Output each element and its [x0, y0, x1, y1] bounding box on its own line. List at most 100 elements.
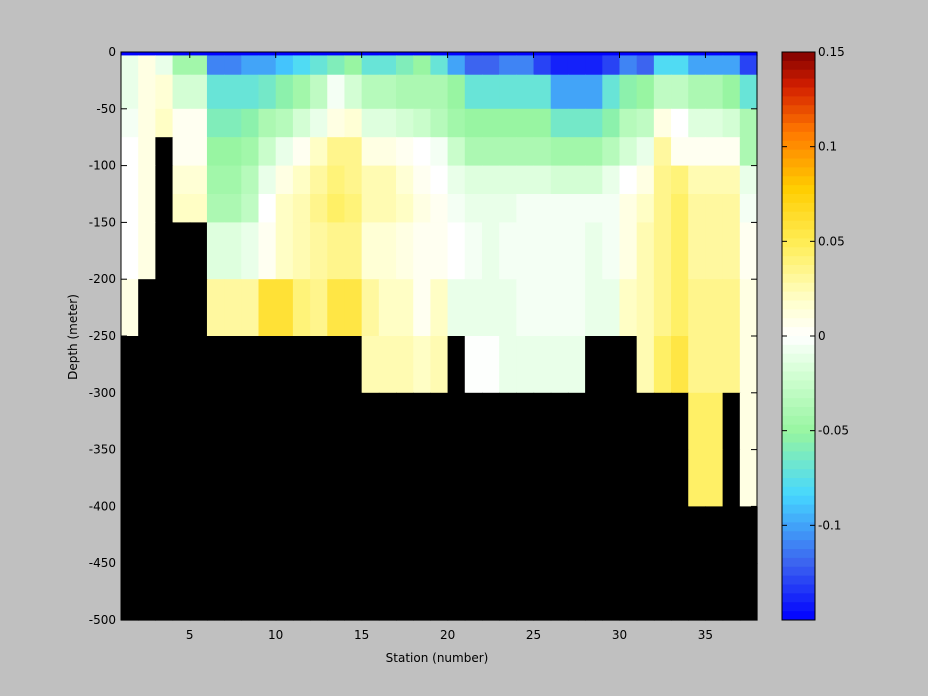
heatmap-cell [567, 108, 586, 138]
heatmap-cell [464, 137, 483, 167]
heatmap-cell [499, 74, 517, 110]
heatmap-cell [206, 279, 225, 337]
heatmap-cell [688, 222, 707, 280]
heatmap-cell [224, 74, 242, 110]
heatmap-cell [688, 506, 707, 564]
heatmap-cell [619, 74, 638, 110]
heatmap-cell [378, 563, 397, 621]
heatmap-cell [430, 392, 449, 451]
heatmap-cell [413, 55, 432, 76]
heatmap-cell [602, 563, 621, 621]
heatmap-cell [671, 165, 689, 195]
heatmap-cell [241, 279, 260, 337]
colorbar-segment [782, 451, 815, 461]
heatmap-cell [585, 449, 603, 507]
heatmap-cell [722, 279, 741, 337]
heatmap-cell [121, 165, 139, 195]
heatmap-cell [189, 55, 208, 76]
heatmap-cell [275, 392, 294, 451]
heatmap-cell [189, 194, 208, 223]
heatmap-cell [344, 108, 363, 138]
y-tick-label: 0 [108, 45, 116, 59]
heatmap-cell [499, 55, 517, 76]
heatmap-cell [567, 336, 586, 394]
heatmap-cell [619, 55, 638, 76]
heatmap-cell [327, 137, 346, 167]
heatmap-cell [189, 336, 208, 394]
heatmap-cell [361, 279, 380, 337]
heatmap-cell [258, 563, 277, 621]
heatmap-cell [585, 392, 603, 451]
heatmap-cell [241, 55, 260, 76]
colorbar-segment [782, 273, 815, 284]
heatmap-cell [653, 392, 672, 451]
colorbar-segment [782, 380, 815, 390]
heatmap-cell [327, 52, 346, 57]
heatmap-cell [636, 336, 655, 394]
heatmap-cell [567, 165, 586, 195]
heatmap-cell [722, 449, 741, 507]
heatmap-cell [275, 74, 294, 110]
heatmap-cell [241, 194, 260, 223]
heatmap-cell [481, 279, 500, 337]
heatmap-cell [585, 279, 603, 337]
colorbar-segment [782, 167, 815, 177]
colorbar-segment [782, 522, 815, 532]
heatmap-cell [275, 336, 294, 394]
heatmap-cell [585, 165, 603, 195]
heatmap-cell [292, 392, 311, 451]
heatmap-cell [705, 506, 724, 564]
colorbar-segment [782, 300, 815, 310]
heatmap-cell [121, 137, 139, 167]
y-axis: 0 -50 -100 -150 -200 -250 -300 -350 -400 -450 -500 [89, 45, 757, 627]
heatmap-cell [378, 336, 397, 394]
heatmap-cell [499, 108, 517, 138]
heatmap-cell [739, 74, 758, 110]
heatmap-cell [619, 137, 638, 167]
heatmap-cell [653, 165, 672, 195]
heatmap-cell [121, 449, 139, 507]
heatmap-cell [739, 449, 758, 507]
colorbar-segment [782, 69, 815, 80]
heatmap-cell [722, 336, 741, 394]
colorbar-segment [782, 123, 815, 133]
heatmap-cell [739, 506, 758, 564]
x-tick-label: 20 [440, 628, 455, 642]
heatmap-cell [481, 108, 500, 138]
heatmap-cell [636, 55, 655, 76]
heatmap-cell [344, 449, 363, 507]
heatmap-cell [602, 506, 621, 564]
heatmap-cell [413, 506, 432, 564]
heatmap-cell [206, 137, 225, 167]
heatmap-cell [653, 506, 672, 564]
colorbar-segment [782, 584, 815, 594]
heatmap-cell [447, 279, 466, 337]
heatmap-cell [602, 165, 621, 195]
heatmap-cell [413, 222, 432, 280]
heatmap-cell [533, 563, 552, 621]
colorbar-segment [782, 96, 815, 106]
heatmap-cell [516, 392, 535, 451]
colorbar-segment [782, 282, 815, 293]
heatmap-cell [155, 55, 174, 76]
heatmap-cell [722, 392, 741, 451]
heatmap-cell [550, 392, 569, 451]
heatmap-cell [516, 449, 535, 507]
heatmap-cell [172, 563, 191, 621]
heatmap-cell [464, 506, 483, 564]
heatmap-cell [121, 108, 139, 138]
heatmap-cell [481, 336, 500, 394]
heatmap-cell [155, 165, 174, 195]
heatmap-cell [138, 506, 156, 564]
heatmap-cell [481, 55, 500, 76]
heatmap-cell [172, 74, 191, 110]
heatmap-cell [636, 449, 655, 507]
heatmap-cell [533, 222, 552, 280]
heatmap-cell [653, 449, 672, 507]
heatmap-cell [739, 222, 758, 280]
heatmap-cell [206, 506, 225, 564]
heatmap-cell [224, 55, 242, 76]
heatmap-cell [361, 137, 380, 167]
heatmap-cell [499, 563, 517, 621]
